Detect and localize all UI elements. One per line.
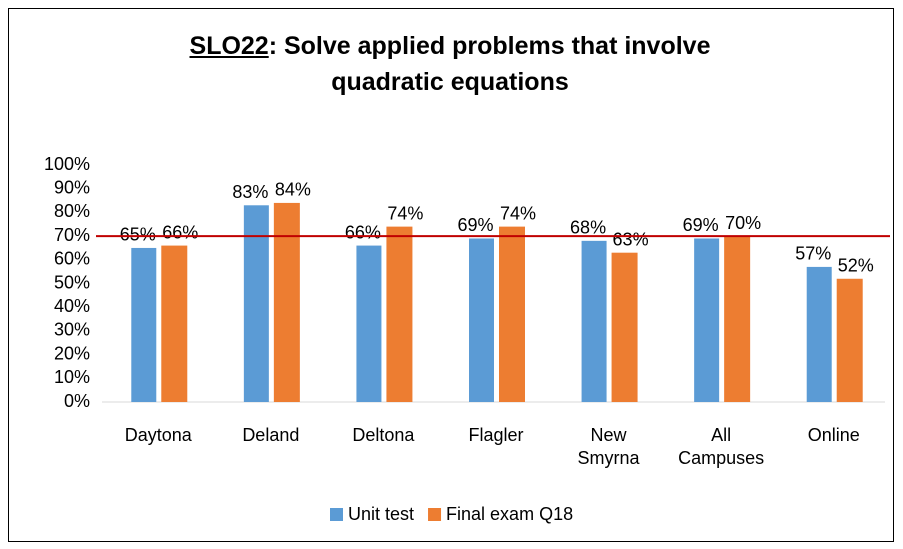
data-label: 70%	[725, 213, 761, 233]
bar	[806, 266, 832, 402]
title-text: : Solve applied problems that involve qu…	[268, 32, 711, 96]
y-tick-label: 70%	[54, 225, 90, 245]
data-label: 68%	[570, 218, 606, 238]
y-tick-label: 10%	[54, 367, 90, 387]
legend-swatch	[428, 508, 442, 521]
legend-label: Unit test	[348, 504, 414, 524]
legend-label: Final exam Q18	[446, 504, 573, 524]
bar	[161, 245, 188, 402]
y-tick-label: 60%	[54, 249, 90, 269]
bar	[273, 202, 300, 402]
x-tick-label: All Campuses	[678, 425, 765, 468]
data-label: 69%	[457, 215, 493, 235]
y-tick-label: 90%	[54, 177, 90, 197]
data-label: 74%	[500, 203, 536, 223]
x-tick-label: New Smyrna	[577, 425, 640, 468]
data-label: 66%	[345, 222, 381, 242]
y-tick-label: 20%	[54, 343, 90, 363]
y-tick-label: 30%	[54, 320, 90, 340]
y-tick-label: 100%	[44, 154, 90, 174]
legend-swatch	[330, 508, 343, 521]
y-tick-label: 40%	[54, 296, 90, 316]
data-label: 84%	[275, 180, 311, 200]
y-tick-label: 0%	[64, 391, 90, 411]
x-tick-label: Deltona	[352, 425, 415, 445]
bar	[611, 252, 638, 402]
data-label: 52%	[838, 256, 874, 276]
data-label: 63%	[613, 229, 649, 249]
bar	[131, 247, 157, 402]
bar	[836, 278, 863, 402]
bar	[356, 245, 382, 402]
x-tick-label: Online	[807, 425, 860, 445]
title-code: SLO22	[189, 32, 269, 60]
y-tick-label: 50%	[54, 272, 90, 292]
data-label: 69%	[683, 215, 719, 235]
bar	[694, 238, 720, 402]
data-label: 57%	[795, 244, 831, 264]
chart-title: SLO22: Solve applied problems that invol…	[130, 28, 770, 100]
data-label: 65%	[120, 225, 156, 245]
bar	[581, 240, 607, 402]
x-tick-label: Flagler	[468, 425, 524, 445]
bar	[386, 226, 413, 402]
data-label: 74%	[387, 203, 423, 223]
bar	[469, 238, 494, 402]
bar	[243, 205, 269, 402]
data-label: 83%	[232, 182, 268, 202]
x-tick-label: Daytona	[124, 425, 192, 445]
bar	[499, 226, 525, 402]
y-tick-label: 80%	[54, 201, 90, 221]
bar	[724, 236, 751, 402]
data-label: 66%	[162, 222, 198, 242]
x-tick-label: Deland	[242, 425, 300, 445]
